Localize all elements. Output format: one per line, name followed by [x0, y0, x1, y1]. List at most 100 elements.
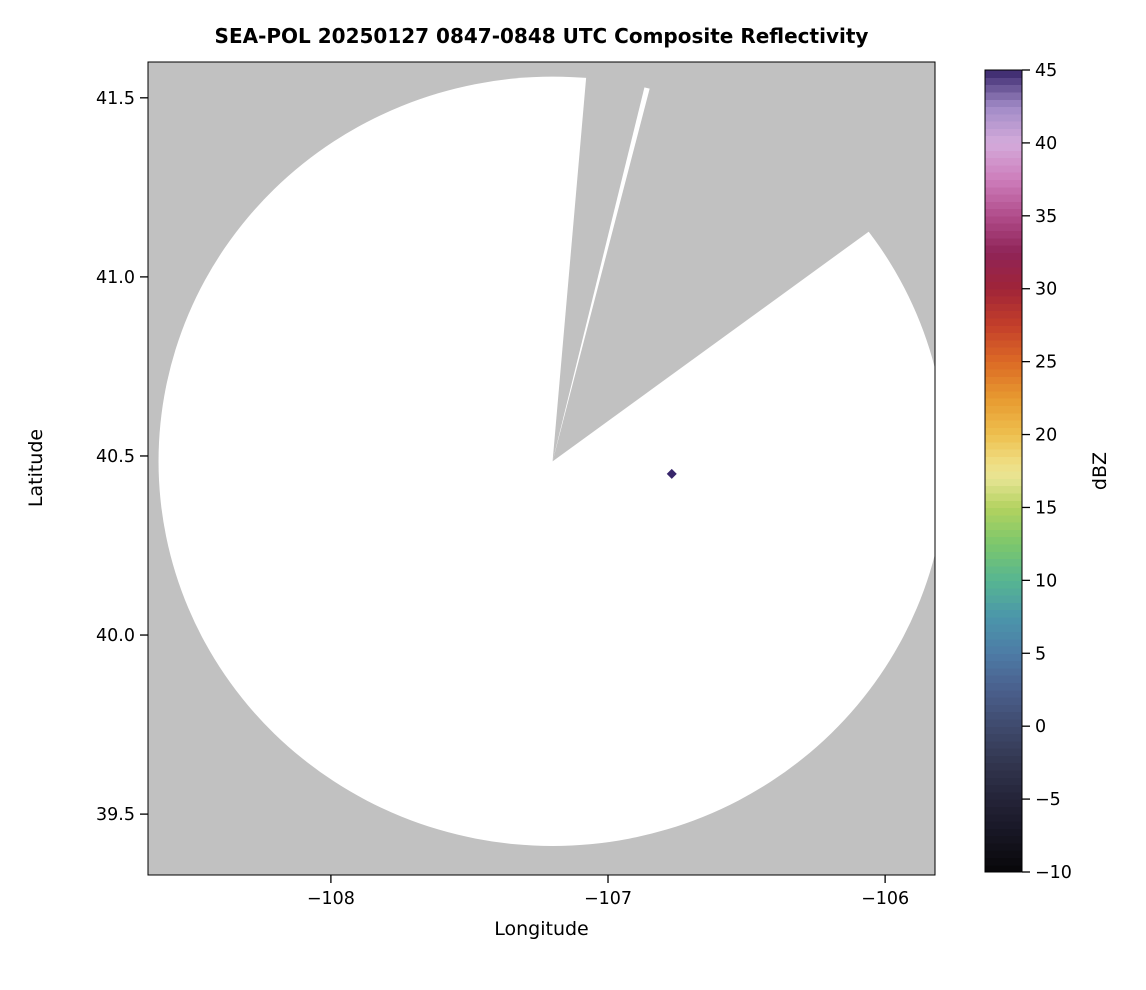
colorbar-segment — [985, 558, 1022, 567]
colorbar-segment — [985, 675, 1022, 684]
colorbar-segment — [985, 281, 1022, 290]
colorbar-segment — [985, 383, 1022, 392]
colorbar-segment — [985, 179, 1022, 188]
colorbar-segment — [985, 70, 1022, 78]
colorbar-segment — [985, 660, 1022, 669]
colorbar-segment — [985, 193, 1022, 202]
colorbar-segment — [985, 529, 1022, 538]
colorbar-segment — [985, 99, 1022, 108]
colorbar-segment — [985, 252, 1022, 261]
colorbar-tick-label: 45 — [1035, 61, 1057, 81]
colorbar-segment — [985, 449, 1022, 458]
colorbar-tick-label: 40 — [1035, 134, 1057, 154]
colorbar-segment — [985, 828, 1022, 837]
colorbar-segment — [985, 172, 1022, 180]
colorbar-segment — [985, 390, 1022, 399]
colorbar-segment — [985, 791, 1022, 800]
colorbar-segment — [985, 645, 1022, 654]
y-tick-label: 39.5 — [96, 805, 135, 825]
colorbar-segment — [985, 631, 1022, 640]
missing-data-sector — [552, 62, 651, 462]
colorbar-tick-label: 30 — [1035, 280, 1057, 300]
colorbar-segment — [985, 135, 1022, 144]
colorbar-segment — [985, 507, 1022, 516]
colorbar-segment — [985, 799, 1022, 807]
colorbar-segment — [985, 237, 1022, 246]
colorbar-segment — [985, 77, 1022, 86]
colorbar-segment — [985, 602, 1022, 611]
colorbar-segment — [985, 223, 1022, 231]
y-tick-label: 41.5 — [96, 89, 135, 109]
colorbar-segment — [985, 208, 1022, 217]
colorbar-segment — [985, 419, 1022, 428]
colorbar-segment — [985, 274, 1022, 283]
colorbar-segment — [985, 718, 1022, 727]
colorbar-label: dBZ — [1089, 451, 1111, 491]
colorbar-tick-label: 15 — [1035, 498, 1057, 518]
colorbar-segment — [985, 806, 1022, 815]
colorbar-segment — [985, 266, 1022, 275]
colorbar-segment — [985, 842, 1022, 851]
colorbar-segment — [985, 113, 1022, 122]
colorbar-segment — [985, 186, 1022, 195]
colorbar-segment — [985, 201, 1022, 210]
colorbar-segment — [985, 230, 1022, 239]
colorbar-segment — [985, 682, 1022, 691]
colorbar-segment — [985, 850, 1022, 859]
x-axis-label: Longitude — [494, 918, 589, 940]
x-tick-label: −107 — [584, 889, 632, 909]
colorbar-segment — [985, 748, 1022, 756]
colorbar-segment — [985, 573, 1022, 581]
colorbar-segment — [985, 820, 1022, 829]
colorbar-segment — [985, 514, 1022, 523]
colorbar-segment — [985, 609, 1022, 618]
colorbar-tick-label: 0 — [1035, 717, 1046, 737]
colorbar-segment — [985, 857, 1022, 866]
y-tick-label: 41.0 — [96, 268, 135, 288]
colorbar-segment — [985, 726, 1022, 735]
colorbar-segment — [985, 361, 1022, 370]
colorbar-segment — [985, 697, 1022, 705]
colorbar-segment — [985, 121, 1022, 129]
colorbar-segment — [985, 769, 1022, 778]
plot-area — [148, 62, 935, 875]
colorbar-segment — [985, 813, 1022, 822]
colorbar-segment — [985, 733, 1022, 742]
colorbar-segment — [985, 412, 1022, 421]
colorbar-segment — [985, 704, 1022, 713]
colorbar-segment — [985, 711, 1022, 720]
colorbar-segment — [985, 784, 1022, 793]
colorbar-tick-label: −10 — [1035, 863, 1072, 883]
colorbar-segment — [985, 427, 1022, 436]
axes-frame — [147, 61, 936, 876]
colorbar-segment — [985, 150, 1022, 159]
x-tick-label: −106 — [861, 889, 909, 909]
colorbar-segment — [985, 689, 1022, 698]
colorbar-tick-label: 10 — [1035, 571, 1057, 591]
colorbar-segment — [985, 463, 1022, 472]
colorbar: −10 −5 0 5 10 15 20 25 30 35 40 45 — [984, 61, 1072, 883]
colorbar-segment — [985, 288, 1022, 297]
colorbar-segment — [985, 434, 1022, 443]
colorbar-segment — [985, 91, 1022, 100]
colorbar-segment — [985, 536, 1022, 545]
colorbar-segment — [985, 376, 1022, 385]
colorbar-segment — [985, 354, 1022, 363]
chart-title: SEA-POL 20250127 0847-0848 UTC Composite… — [214, 24, 869, 48]
colorbar-segment — [985, 594, 1022, 603]
colorbar-segment — [985, 478, 1022, 487]
colorbar-tick-label: 5 — [1035, 644, 1046, 664]
colorbar-frame — [984, 69, 1023, 873]
colorbar-segment — [985, 755, 1022, 764]
colorbar-segment — [985, 303, 1022, 312]
colorbar-segment — [985, 142, 1022, 151]
colorbar-segment — [985, 587, 1022, 596]
colorbar-segment — [985, 244, 1022, 253]
colorbar-tick-label: −5 — [1035, 790, 1061, 810]
colorbar-tick-label: 35 — [1035, 207, 1057, 227]
colorbar-segment — [985, 84, 1022, 93]
colorbar-segment — [985, 296, 1022, 304]
colorbar-segment — [985, 543, 1022, 552]
